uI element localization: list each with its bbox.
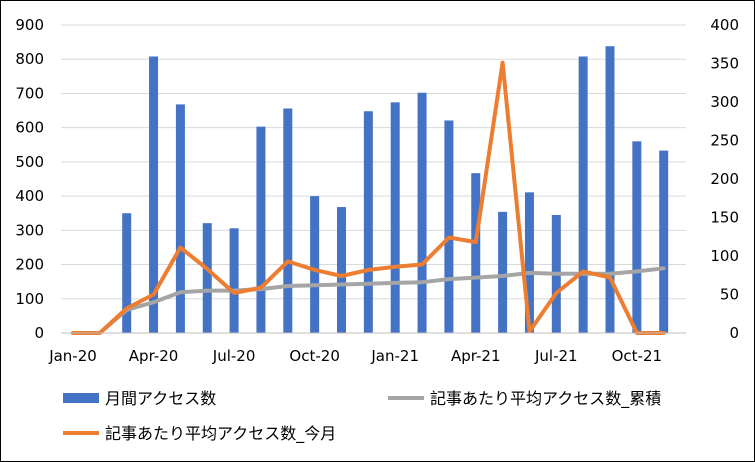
bar-monthly-access xyxy=(310,196,320,333)
gridlines xyxy=(61,24,686,300)
bar-monthly-access xyxy=(256,126,266,333)
x-tick-label: Jan-21 xyxy=(370,347,419,365)
line-series xyxy=(71,60,666,335)
x-tick-label: Jul-20 xyxy=(212,347,256,365)
bar-series-monthly-access xyxy=(122,46,669,334)
legend-label: 記事あたり平均アクセス数_累積 xyxy=(430,389,661,409)
y-left-tick-label: 600 xyxy=(15,119,44,137)
y-left-tick-label: 0 xyxy=(34,324,44,342)
x-tick-label: Jan-20 xyxy=(48,347,97,365)
y-right-tick-label: 0 xyxy=(729,324,739,342)
bar-monthly-access xyxy=(498,211,508,333)
bar-monthly-access xyxy=(524,192,534,333)
y-left-tick-label: 200 xyxy=(15,256,44,274)
bar-monthly-access xyxy=(229,228,239,333)
axes: 0 100 200 300 400 500 600 700 800 900 0 50 100 150 200… xyxy=(15,16,739,365)
y-left-tick-label: 400 xyxy=(15,187,44,205)
bar-monthly-access xyxy=(202,223,212,333)
bar-monthly-access xyxy=(175,104,185,333)
y-left-tick-label: 800 xyxy=(15,50,44,68)
line-cumulative-average xyxy=(71,266,666,335)
y-right-tick-label: 200 xyxy=(710,170,739,188)
y-right-tick-label: 400 xyxy=(710,16,739,34)
bar-monthly-access xyxy=(417,92,427,333)
bar-monthly-access xyxy=(632,141,642,333)
y-left-tick-label: 700 xyxy=(15,84,44,102)
bar-monthly-access xyxy=(605,46,615,334)
y-left-tick-label: 300 xyxy=(15,221,44,239)
legend-swatch-bar xyxy=(63,393,99,403)
bar-monthly-access xyxy=(444,120,454,333)
line-current-month-average xyxy=(71,60,666,335)
y-right-tick-label: 350 xyxy=(710,55,739,73)
y-right-tick-label: 50 xyxy=(720,286,739,304)
legend-label: 月間アクセス数 xyxy=(105,389,216,408)
y-right-tick-label: 300 xyxy=(710,93,739,111)
y-right-tick-label: 100 xyxy=(710,247,739,265)
x-tick-label: Oct-20 xyxy=(289,347,339,365)
bar-monthly-access xyxy=(363,111,373,334)
bar-monthly-access xyxy=(578,56,588,334)
y-left-tick-label: 500 xyxy=(15,153,44,171)
bar-monthly-access xyxy=(659,150,669,333)
y-left-tick-label: 100 xyxy=(15,290,44,308)
y-right-tick-label: 250 xyxy=(710,132,739,150)
x-tick-label: Apr-20 xyxy=(129,347,179,365)
bar-monthly-access xyxy=(122,213,132,333)
bar-monthly-access xyxy=(471,173,481,333)
bar-monthly-access xyxy=(283,108,293,333)
bar-monthly-access xyxy=(149,56,159,334)
x-tick-label: Jul-21 xyxy=(534,347,578,365)
x-tick-label: Oct-21 xyxy=(612,347,662,365)
x-tick-label: Apr-21 xyxy=(451,347,501,365)
y-right-tick-label: 150 xyxy=(710,209,739,227)
y-left-tick-label: 900 xyxy=(15,16,44,34)
bar-monthly-access xyxy=(390,102,400,333)
legend-label: 記事あたり平均アクセス数_今月 xyxy=(105,424,336,444)
bar-monthly-access xyxy=(337,207,346,333)
